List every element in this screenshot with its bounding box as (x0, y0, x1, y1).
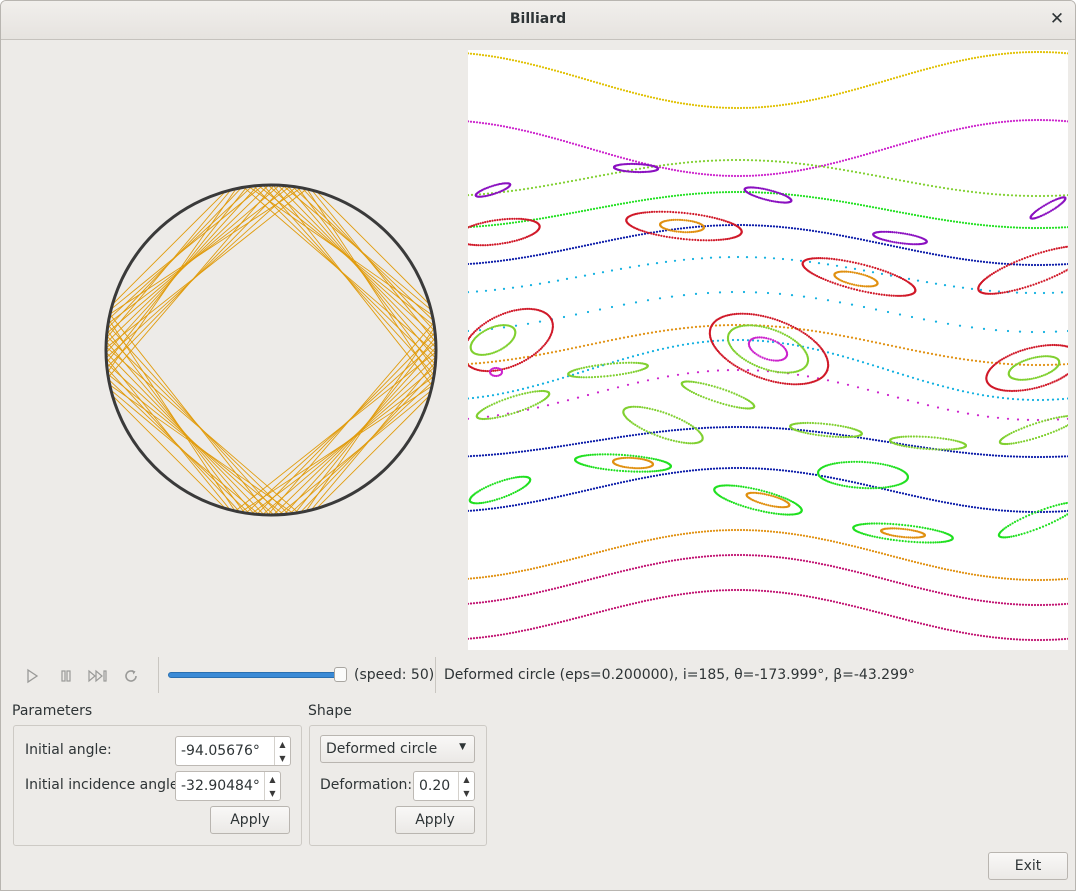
spin-down-icon[interactable]: ▼ (279, 753, 286, 763)
trajectory-lines (105, 184, 437, 516)
shape-select-value: Deformed circle (326, 741, 438, 757)
reset-icon[interactable] (120, 665, 142, 687)
island-orbit (977, 245, 1068, 295)
toolbar-separator (158, 657, 159, 693)
island-orbit (985, 343, 1068, 393)
island-orbit (574, 453, 672, 473)
island-orbit (474, 182, 512, 198)
incidence-angle-spinbox[interactable]: -32.90484° ▲ ▼ (175, 771, 281, 801)
close-icon[interactable]: ✕ (1049, 9, 1065, 29)
island-orbit (1007, 355, 1061, 381)
island-orbit (567, 361, 649, 379)
spin-down-icon[interactable]: ▼ (463, 788, 470, 798)
island-orbit (852, 522, 954, 544)
island-orbit (801, 257, 917, 297)
invariant-curve (468, 290, 1068, 334)
billiard-view (104, 183, 438, 517)
step-forward-icon[interactable] (87, 665, 109, 687)
parameters-apply-button[interactable]: Apply (210, 806, 290, 834)
island-orbit (1029, 196, 1067, 220)
island-orbit (833, 270, 879, 288)
island-orbit (708, 312, 830, 386)
invariant-curve (468, 553, 1068, 607)
island-orbit (468, 475, 532, 505)
billiard-boundary (104, 183, 438, 517)
island-orbit (817, 460, 909, 490)
parameters-group-title: Parameters (12, 703, 93, 719)
invariant-curve (468, 466, 1068, 514)
initial-angle-value[interactable]: -94.05676° (181, 743, 260, 759)
island-orbit (880, 527, 926, 539)
island-orbit (468, 217, 541, 247)
parameters-group: Initial angle: -94.05676° ▲ ▼ Initial in… (13, 725, 302, 846)
initial-angle-label: Initial angle: (25, 742, 112, 758)
deformation-spinbox[interactable]: 0.20 ▲ ▼ (413, 771, 475, 801)
island-orbit (889, 435, 967, 451)
island-orbit (872, 230, 928, 246)
island-orbit (998, 414, 1068, 446)
invariant-curve (468, 50, 1068, 110)
invariant-curve (468, 118, 1068, 178)
island-orbit (489, 366, 504, 378)
island-orbit (612, 456, 655, 470)
island-orbit (997, 501, 1068, 539)
window-title: Billiard (509, 11, 567, 27)
incidence-angle-value[interactable]: -32.90484° (181, 778, 260, 794)
island-orbit (468, 307, 554, 373)
shape-group-title: Shape (308, 703, 352, 719)
speed-slider-handle[interactable] (334, 667, 347, 682)
speed-label: (speed: 50) (354, 667, 435, 683)
island-orbit (743, 186, 793, 204)
invariant-curve (468, 190, 1068, 230)
island-orbit (469, 324, 517, 356)
deformation-value[interactable]: 0.20 (419, 778, 451, 794)
incidence-angle-label: Initial incidence angle: (25, 777, 184, 793)
spin-up-icon[interactable]: ▲ (269, 774, 276, 784)
spin-up-icon[interactable]: ▲ (463, 774, 470, 784)
island-orbit (726, 324, 810, 374)
play-icon[interactable] (21, 665, 43, 687)
invariant-curve (468, 368, 1068, 422)
invariant-curve (468, 223, 1068, 267)
phase-space-plot[interactable] (468, 50, 1068, 650)
island-orbit (612, 162, 660, 174)
exit-button[interactable]: Exit (988, 852, 1068, 880)
title-bar: Billiard ✕ (1, 1, 1075, 40)
status-separator (435, 657, 436, 693)
island-orbit (622, 405, 704, 445)
shape-apply-button[interactable]: Apply (395, 806, 475, 834)
initial-angle-spinbox[interactable]: -94.05676° ▲ ▼ (175, 736, 291, 766)
spin-down-icon[interactable]: ▼ (269, 788, 276, 798)
chevron-down-icon: ▼ (459, 742, 466, 752)
island-orbit (625, 210, 743, 242)
invariant-curve (468, 425, 1068, 459)
invariant-curve (468, 528, 1068, 582)
shape-select[interactable]: Deformed circle ▼ (320, 735, 475, 763)
island-orbit (713, 484, 803, 516)
status-text: Deformed circle (eps=0.200000), i=185, θ… (444, 667, 915, 683)
island-orbit (747, 336, 789, 362)
island-orbit (659, 218, 705, 234)
invariant-curve (468, 158, 1068, 198)
shape-group: Deformed circle ▼ Deformation: 0.20 ▲ ▼ … (309, 725, 487, 846)
island-orbit (475, 389, 551, 421)
spin-up-icon[interactable]: ▲ (279, 739, 286, 749)
invariant-curve (468, 255, 1064, 295)
invariant-curve (468, 338, 1068, 402)
island-orbit (745, 491, 791, 509)
island-orbit (789, 421, 863, 439)
invariant-curve (468, 588, 1068, 642)
speed-slider-track[interactable] (168, 672, 344, 678)
island-orbit (680, 380, 756, 410)
pause-icon[interactable] (55, 665, 77, 687)
deformation-label: Deformation: (320, 777, 413, 793)
